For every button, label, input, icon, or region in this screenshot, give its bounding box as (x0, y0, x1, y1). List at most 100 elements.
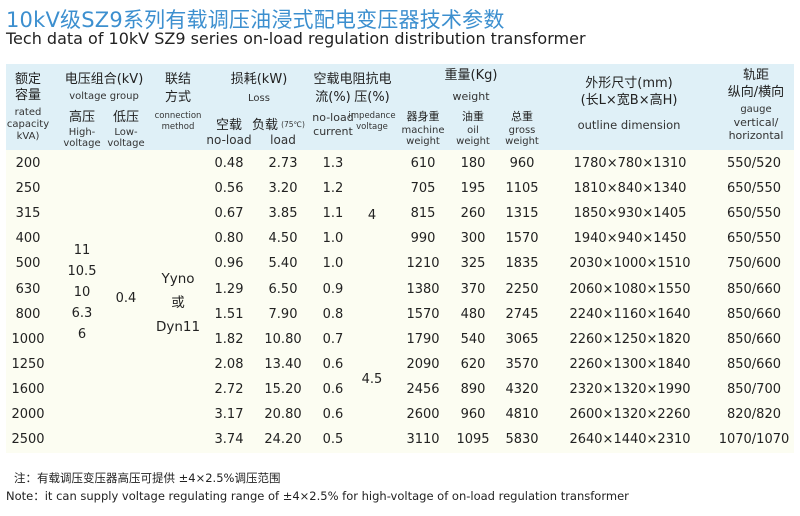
cell-gross-weight: 4320 (505, 381, 539, 397)
table-row: 1600 2.72 15.20 0.6 2456 890 4320 2320×1320×199… (6, 378, 794, 403)
cell-machine-weight: 705 (410, 181, 436, 197)
header-loss-en: Loss (248, 93, 270, 104)
cell-noload-current: 0.5 (322, 432, 344, 448)
header-gross-weight-en1: gross (508, 125, 536, 136)
cell-machine-weight: 2090 (406, 356, 440, 372)
cell-oil-weight: 620 (460, 356, 486, 372)
cell-oil-weight: 540 (460, 331, 486, 347)
table-row: 2000 3.17 20.80 0.6 2600 960 4810 2600×1320×226… (6, 403, 794, 428)
cell-noload-current: 1.0 (322, 231, 344, 247)
header-machine-weight-cn: 器身重 (406, 110, 440, 123)
cell-load-loss: 5.40 (268, 256, 298, 272)
header-oil-weight-en2: weight (456, 136, 490, 147)
cell-outline-dimension: 2320×1320×1990 (569, 381, 691, 397)
merged-high-voltage: 11 10.5 10 6.3 6 (60, 240, 104, 345)
header-noload-current-en1: no-load (312, 111, 354, 124)
table-row: 250 0.56 3.20 1.2 705 195 1105 1810×840×1340 650… (6, 177, 794, 202)
high-voltage-value: 10 (73, 285, 91, 300)
cell-gross-weight: 4810 (505, 407, 539, 422)
cell-outline-dimension: 2640×1440×2310 (569, 432, 691, 448)
cell-oil-weight: 890 (460, 381, 486, 397)
cell-noload-current: 1.0 (322, 256, 344, 272)
cell-load-loss: 7.90 (268, 306, 298, 322)
cell-outline-dimension: 2060×1080×1550 (569, 281, 691, 297)
cell-gauge: 550/520 (726, 156, 781, 171)
cell-capacity: 800 (15, 306, 41, 322)
cell-noload-current: 0.8 (322, 306, 344, 322)
header-impedance-en1: impedance (348, 111, 396, 121)
high-voltage-value: 10.5 (67, 264, 97, 279)
cell-gauge: 650/550 (726, 231, 781, 247)
table-row: 500 0.96 5.40 1.0 1210 325 1835 2030×1000×1510 7… (6, 252, 794, 277)
header-high-cn: 高压 (68, 110, 95, 125)
header-impedance-en2: voltage (356, 122, 388, 132)
cell-noload-loss: 2.08 (214, 356, 244, 372)
table-row: 1000 1.82 10.80 0.7 1790 540 3065 2260×1250×182… (6, 328, 794, 353)
cell-machine-weight: 3110 (406, 432, 440, 448)
header-high-en1: High- (68, 127, 96, 138)
cell-noload-current: 1.3 (322, 156, 344, 171)
header-machine-weight-en1: machine (401, 125, 445, 136)
cell-capacity: 500 (15, 256, 41, 272)
cell-capacity: 400 (15, 231, 41, 247)
header-capacity-cn2: 容量 (14, 88, 41, 103)
header-load-loss-en: load (270, 133, 296, 147)
cell-gross-weight: 3570 (505, 356, 539, 372)
table-body: 11 10.5 10 6.3 6 0.4 Yyno 或 Dyn11 4 4.5 … (6, 150, 794, 453)
cell-outline-dimension: 2600×1320×2260 (569, 407, 691, 422)
header-gauge-en3: horizontal (728, 129, 784, 142)
cell-gauge: 850/660 (726, 331, 781, 347)
cell-noload-loss: 3.74 (214, 432, 244, 448)
cell-capacity: 200 (15, 156, 41, 171)
cell-machine-weight: 2456 (406, 381, 440, 397)
header-gauge-cn1: 轨距 (742, 68, 769, 83)
header-connection-en2: method (161, 122, 195, 132)
header-capacity-cn1: 额定 (14, 72, 41, 87)
cell-gross-weight: 2745 (505, 306, 539, 322)
header-low-en1: Low- (114, 127, 138, 138)
connection-value: Yyno (161, 271, 195, 287)
header-voltage-group-cn: 电压组合(kV) (64, 72, 144, 87)
header-impedance-cn2: 压(%) (354, 90, 390, 105)
cell-machine-weight: 1380 (406, 281, 440, 297)
cell-oil-weight: 325 (460, 256, 486, 272)
cell-load-loss: 10.80 (264, 331, 302, 347)
cell-noload-current: 0.6 (322, 381, 344, 397)
cell-gross-weight: 960 (509, 156, 535, 171)
header-gross-weight-en2: weight (505, 136, 539, 147)
header-impedance-cn: 阻抗电 (352, 72, 392, 87)
cell-noload-loss: 3.17 (214, 407, 244, 422)
cell-capacity: 1250 (11, 356, 45, 372)
cell-gauge: 850/660 (726, 306, 781, 322)
header-loss-cn: 损耗(kW) (230, 72, 288, 87)
high-voltage-value: 6 (77, 327, 87, 342)
note-en: Note：it can supply voltage regulating ra… (6, 489, 629, 503)
cell-gauge: 820/820 (726, 407, 781, 422)
header-noload-current-en2: current (313, 125, 353, 138)
cell-capacity: 2500 (11, 432, 45, 448)
cell-gauge: 850/700 (726, 381, 781, 397)
table-header: 额定 容量 rated capacity kVA) 电压组合(kV) volta… (6, 64, 794, 150)
cell-gauge: 850/660 (726, 356, 781, 372)
cell-load-loss: 4.50 (268, 231, 298, 247)
cell-capacity: 2000 (11, 407, 45, 422)
header-outline-cn1: 外形尺寸(mm) (585, 76, 673, 91)
high-voltage-value: 11 (73, 243, 91, 258)
cell-outline-dimension: 2260×1300×1840 (569, 356, 691, 372)
cell-outline-dimension: 2030×1000×1510 (569, 256, 691, 272)
cell-oil-weight: 960 (460, 407, 486, 422)
cell-noload-loss: 0.48 (214, 156, 244, 171)
cell-machine-weight: 610 (410, 156, 436, 171)
cell-noload-current: 1.1 (322, 206, 344, 222)
connection-value: 或 (171, 295, 185, 311)
header-noload-current-cn: 空载电 (313, 72, 353, 87)
header-low-en2: voltage (107, 138, 145, 149)
cell-noload-loss: 0.96 (214, 256, 244, 272)
cell-capacity: 315 (15, 206, 41, 222)
cell-gross-weight: 3065 (505, 331, 539, 347)
spec-table: 额定 容量 rated capacity kVA) 电压组合(kV) volta… (6, 64, 794, 453)
cell-capacity: 1000 (11, 331, 45, 347)
header-connection-en1: connection (154, 111, 202, 121)
cell-load-loss: 15.20 (264, 381, 302, 397)
cell-machine-weight: 990 (410, 231, 436, 247)
